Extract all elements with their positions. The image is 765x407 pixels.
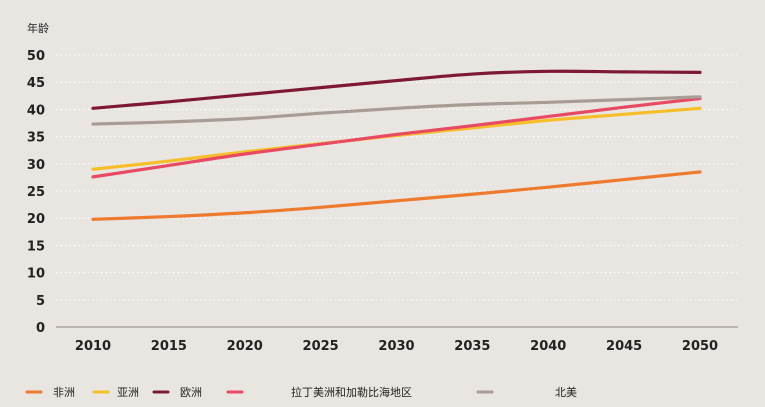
x-tick-label: 2025: [303, 339, 339, 354]
y-tick-label: 10: [27, 267, 45, 282]
series-lines: [91, 69, 702, 221]
x-tick-label: 2045: [606, 339, 642, 354]
series-line-4: [91, 96, 702, 179]
legend-label: 亚洲: [117, 386, 139, 399]
legend-label: 欧洲: [180, 386, 202, 399]
x-tick-label: 2035: [454, 339, 490, 354]
legend-label: 北美: [555, 386, 577, 399]
series-line-5: [91, 95, 702, 126]
legend: 非洲 亚洲 欧洲 拉丁美洲和加勒比海地区 北美: [25, 385, 577, 399]
y-tick-label: 30: [27, 158, 45, 173]
y-tick-label: 40: [27, 103, 45, 118]
y-tick-label: 35: [27, 131, 45, 146]
y-tick-label: 25: [27, 185, 45, 200]
y-axis-label: 年龄: [27, 21, 49, 35]
series-line-1: [91, 170, 702, 221]
y-tick-label: 20: [27, 212, 45, 227]
x-tick-label: 2030: [378, 339, 414, 354]
x-tick-label: 2010: [75, 339, 111, 354]
y-tick-label: 5: [36, 294, 45, 309]
series-line-2: [91, 106, 702, 171]
y-tick-label: 15: [27, 239, 45, 254]
legend-label: 非洲: [53, 386, 75, 399]
grid-lines: [56, 54, 738, 301]
y-tick-label: 45: [27, 76, 45, 91]
y-tick-label: 0: [36, 321, 45, 336]
x-tick-label: 2015: [151, 339, 187, 354]
legend-label: 拉丁美洲和加勒比海地区: [291, 385, 412, 399]
series-line-3: [91, 69, 702, 110]
x-tick-label: 2020: [227, 339, 263, 354]
x-tick-label: 2040: [530, 339, 566, 354]
x-tick-label: 2050: [682, 339, 718, 354]
y-tick-label: 50: [27, 49, 45, 64]
